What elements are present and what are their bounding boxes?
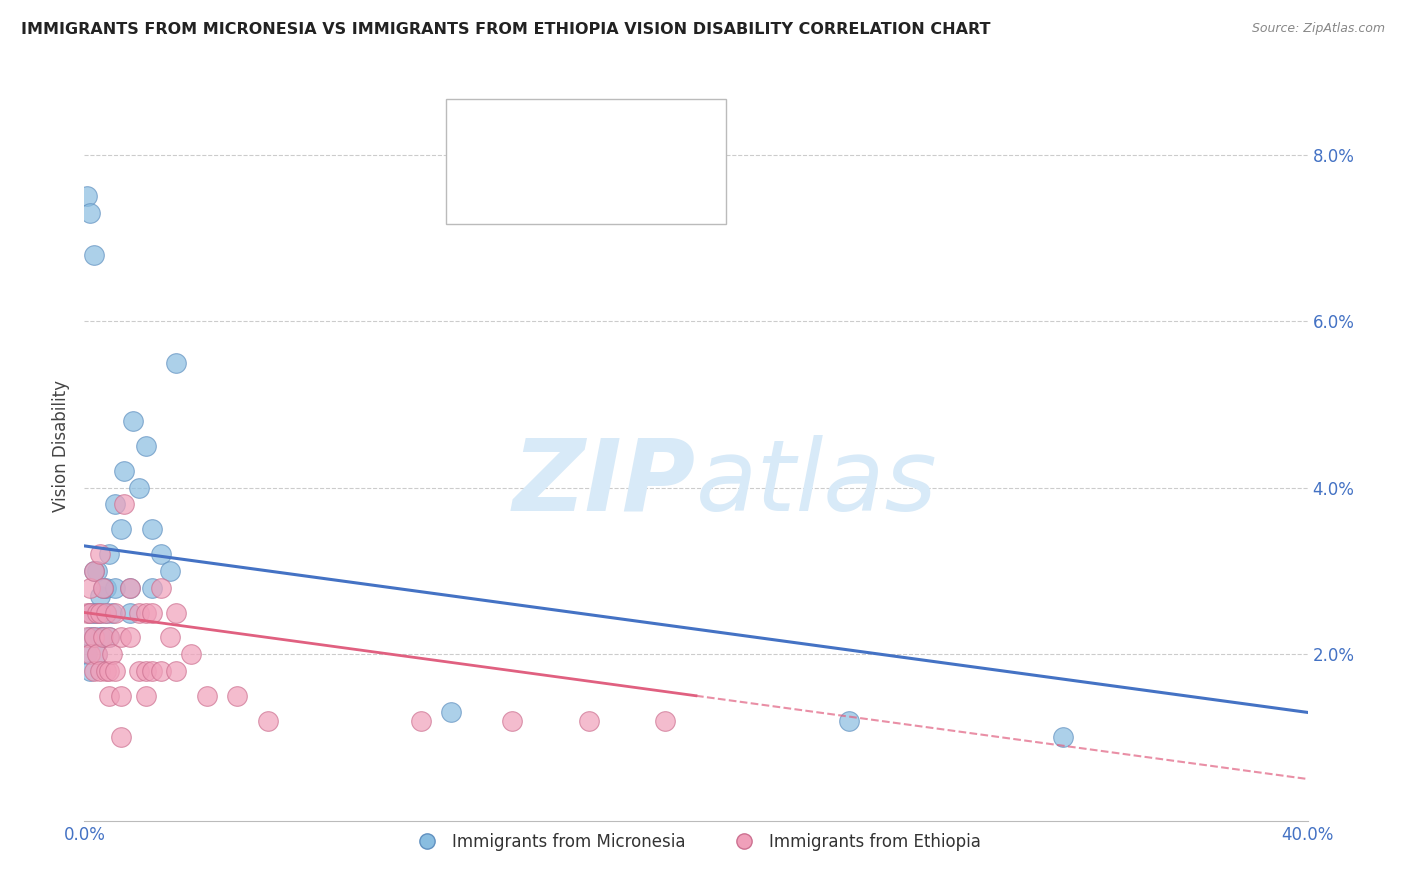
Legend: Immigrants from Micronesia, Immigrants from Ethiopia: Immigrants from Micronesia, Immigrants f…: [404, 826, 988, 857]
Point: [89, 606, 111, 620]
Point: [83, 631, 105, 645]
Point: [83, 606, 105, 620]
Point: [128, 606, 150, 620]
Point: [79, 606, 101, 620]
Point: [97, 664, 120, 678]
Point: [86, 606, 108, 620]
Point: [79, 581, 101, 595]
Point: [76, 606, 98, 620]
Point: [76, 631, 98, 645]
Point: [76, 647, 98, 661]
Point: [128, 664, 150, 678]
Point: [654, 714, 676, 728]
Point: [83, 631, 105, 645]
Point: [135, 664, 157, 678]
Point: [135, 689, 157, 703]
Point: [120, 581, 142, 595]
Point: [97, 631, 120, 645]
Point: [89, 606, 111, 620]
Point: [94, 581, 117, 595]
Point: [149, 664, 172, 678]
Point: [409, 714, 432, 728]
Point: [86, 606, 108, 620]
Text: IMMIGRANTS FROM MICRONESIA VS IMMIGRANTS FROM ETHIOPIA VISION DISABILITY CORRELA: IMMIGRANTS FROM MICRONESIA VS IMMIGRANTS…: [21, 22, 991, 37]
Point: [91, 631, 114, 645]
Point: [180, 647, 202, 661]
Point: [94, 606, 117, 620]
Point: [110, 731, 132, 745]
Point: [89, 547, 111, 561]
Point: [79, 606, 101, 620]
Point: [141, 606, 163, 620]
Point: [226, 689, 249, 703]
Point: [149, 547, 172, 561]
Point: [135, 439, 157, 453]
Point: [165, 356, 187, 370]
Point: [120, 606, 142, 620]
Point: [89, 631, 111, 645]
Point: [101, 606, 124, 620]
Point: [110, 689, 132, 703]
Point: [141, 522, 163, 536]
Point: [79, 647, 101, 661]
Point: [104, 606, 127, 620]
Point: [86, 564, 108, 578]
Point: [578, 714, 600, 728]
Point: [101, 647, 124, 661]
Point: [110, 522, 132, 536]
Point: [149, 581, 172, 595]
Point: [97, 689, 120, 703]
Point: [159, 631, 181, 645]
Point: [94, 664, 117, 678]
Point: [97, 547, 120, 561]
Point: [94, 606, 117, 620]
Point: [79, 631, 101, 645]
Point: [440, 706, 463, 720]
Point: [141, 581, 163, 595]
Point: [195, 689, 218, 703]
Point: [89, 664, 111, 678]
Point: [165, 664, 187, 678]
Point: [112, 497, 135, 511]
Text: Source: ZipAtlas.com: Source: ZipAtlas.com: [1251, 22, 1385, 36]
Point: [76, 189, 98, 203]
Point: [502, 714, 524, 728]
Point: [122, 414, 145, 428]
Point: [104, 664, 127, 678]
Text: atlas: atlas: [696, 435, 938, 532]
Point: [89, 589, 111, 603]
Point: [83, 247, 105, 261]
Point: [104, 497, 127, 511]
Y-axis label: Vision Disability: Vision Disability: [52, 380, 70, 512]
Point: [838, 714, 860, 728]
Point: [86, 647, 108, 661]
Point: [141, 664, 163, 678]
Point: [128, 481, 150, 495]
Point: [112, 464, 135, 478]
Point: [91, 631, 114, 645]
Point: [79, 206, 101, 220]
Point: [104, 581, 127, 595]
Point: [257, 714, 280, 728]
Point: [86, 647, 108, 661]
Point: [135, 606, 157, 620]
Point: [120, 631, 142, 645]
Point: [165, 606, 187, 620]
Point: [91, 581, 114, 595]
Point: [120, 581, 142, 595]
Point: [83, 564, 105, 578]
Point: [159, 564, 181, 578]
Point: [110, 631, 132, 645]
Point: [83, 564, 105, 578]
Point: [91, 581, 114, 595]
Point: [1052, 731, 1074, 745]
Text: ZIP: ZIP: [513, 435, 696, 532]
Point: [97, 631, 120, 645]
Point: [83, 664, 105, 678]
Point: [79, 664, 101, 678]
